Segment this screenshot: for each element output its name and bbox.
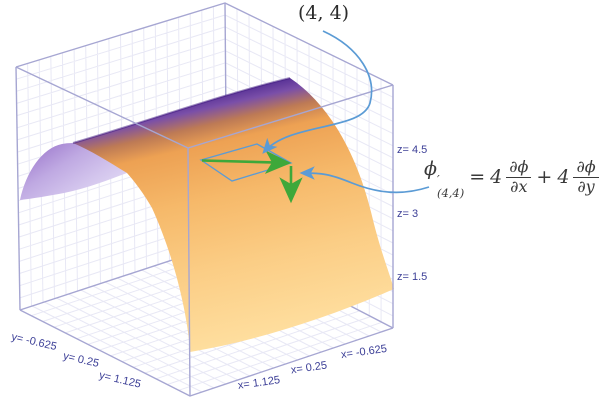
equation-lhs: ϕ ′ (4,4) — [424, 158, 465, 200]
point-label-arrow — [262, 30, 373, 154]
equation-term1-fraction: ∂ϕ ∂x — [506, 158, 532, 196]
arrow-dphi-dx — [201, 150, 292, 174]
tick-label-z-0: z= 4.5 — [397, 144, 427, 156]
equation-term2-denominator: ∂y — [577, 176, 595, 196]
tick-label-y-0: y= -0.625 — [10, 331, 58, 353]
tick-label-y-1: y= 0.25 — [62, 350, 100, 370]
equation-term2-coef: 4 — [557, 166, 570, 189]
tick-label-x-2: x= 1.125 — [237, 374, 281, 392]
surface-main — [73, 78, 394, 352]
tick-label-y-2: y= 1.125 — [98, 369, 142, 390]
crest-highlight — [72, 77, 291, 144]
box-edges-near — [15, 66, 394, 397]
equation-term2-fraction: ∂ϕ ∂y — [573, 158, 599, 196]
tick-label-x-1: x= 0.25 — [290, 360, 328, 377]
equation-prime: ′ — [436, 173, 440, 187]
point-label: (4, 4) — [298, 2, 350, 24]
equation-term1-coef: 4 — [490, 166, 503, 189]
equation-term1-numerator: ∂ϕ — [506, 158, 532, 178]
equation: ϕ ′ (4,4) = 4 ∂ϕ ∂x + 4 ∂ϕ ∂y — [424, 158, 599, 200]
equation-term2-numerator: ∂ϕ — [573, 158, 599, 178]
equation-subscript: (4,4) — [436, 185, 465, 200]
equation-equals: = — [469, 166, 486, 189]
equation-term1-denominator: ∂x — [510, 176, 528, 196]
equation-phi: ϕ — [424, 158, 437, 180]
surface-dome-face — [20, 142, 127, 200]
tick-label-z-2: z= 1.5 — [397, 271, 427, 283]
equation-plus: + — [536, 166, 553, 189]
tick-label-z-1: z= 3 — [397, 208, 418, 220]
equation-arrow — [299, 166, 430, 194]
tick-label-x-0: x= -0.625 — [340, 343, 387, 361]
